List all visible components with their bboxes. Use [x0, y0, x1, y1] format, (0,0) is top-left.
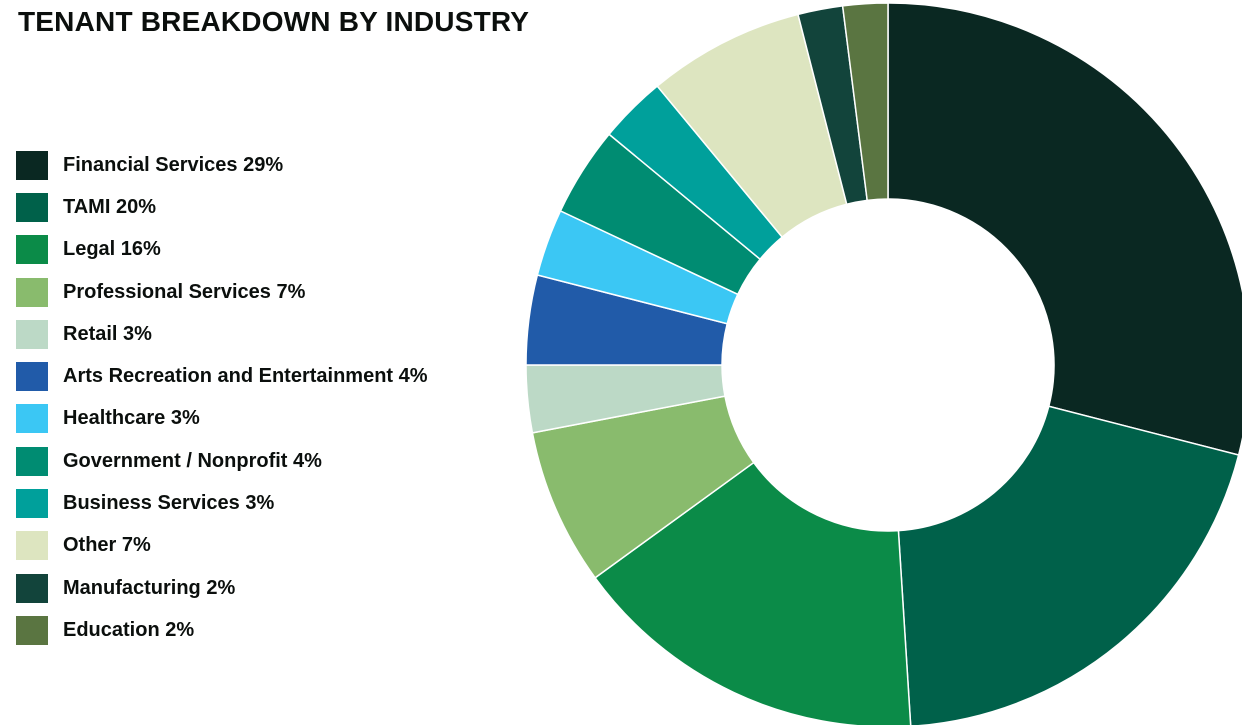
legend-item: Financial Services 29%	[16, 144, 428, 186]
legend-swatch	[16, 192, 48, 222]
legend-label: Financial Services 29%	[63, 153, 284, 176]
legend-swatch	[16, 573, 48, 603]
chart-legend: Financial Services 29% TAMI 20% Legal 16% P…	[16, 144, 428, 652]
donut-slice-tami	[897, 405, 1240, 725]
legend-label: Professional Services 7%	[63, 280, 306, 303]
legend-label: Manufacturing 2%	[63, 576, 236, 599]
chart-title: TENANT BREAKDOWN BY INDUSTRY	[18, 6, 530, 37]
legend-label: Business Services 3%	[63, 492, 275, 515]
legend-item: Government / Nonprofit 4%	[16, 440, 428, 482]
legend-item: Manufacturing 2%	[16, 567, 428, 609]
legend-label: Government / Nonprofit 4%	[63, 449, 322, 472]
legend-label: Education 2%	[63, 618, 195, 641]
legend-swatch	[16, 531, 48, 561]
donut-slice-financial-services	[887, 2, 1242, 456]
legend-label: Other 7%	[63, 534, 151, 557]
legend-item: Professional Services 7%	[16, 271, 428, 313]
donut-slice-education	[841, 2, 889, 202]
legend-swatch	[16, 446, 48, 476]
legend-swatch	[16, 404, 48, 434]
legend-item: Other 7%	[16, 525, 428, 567]
donut-slice-legal	[594, 461, 912, 725]
legend-item: TAMI 20%	[16, 186, 428, 228]
legend-item: Retail 3%	[16, 313, 428, 355]
legend-label: Healthcare 3%	[63, 407, 200, 430]
legend-label: Arts Recreation and Entertainment 4%	[63, 365, 428, 388]
legend-item: Arts Recreation and Entertainment 4%	[16, 355, 428, 397]
legend-label: TAMI 20%	[63, 195, 156, 218]
legend-item: Legal 16%	[16, 229, 428, 271]
legend-swatch	[16, 489, 48, 519]
legend-swatch	[16, 150, 48, 180]
legend-label: Retail 3%	[63, 322, 152, 345]
legend-item: Education 2%	[16, 609, 428, 651]
legend-swatch	[16, 362, 48, 392]
legend-swatch	[16, 235, 48, 265]
legend-swatch	[16, 319, 48, 349]
legend-item: Healthcare 3%	[16, 398, 428, 440]
legend-label: Legal 16%	[63, 238, 161, 261]
legend-item: Business Services 3%	[16, 482, 428, 524]
legend-swatch	[16, 615, 48, 645]
legend-swatch	[16, 277, 48, 307]
